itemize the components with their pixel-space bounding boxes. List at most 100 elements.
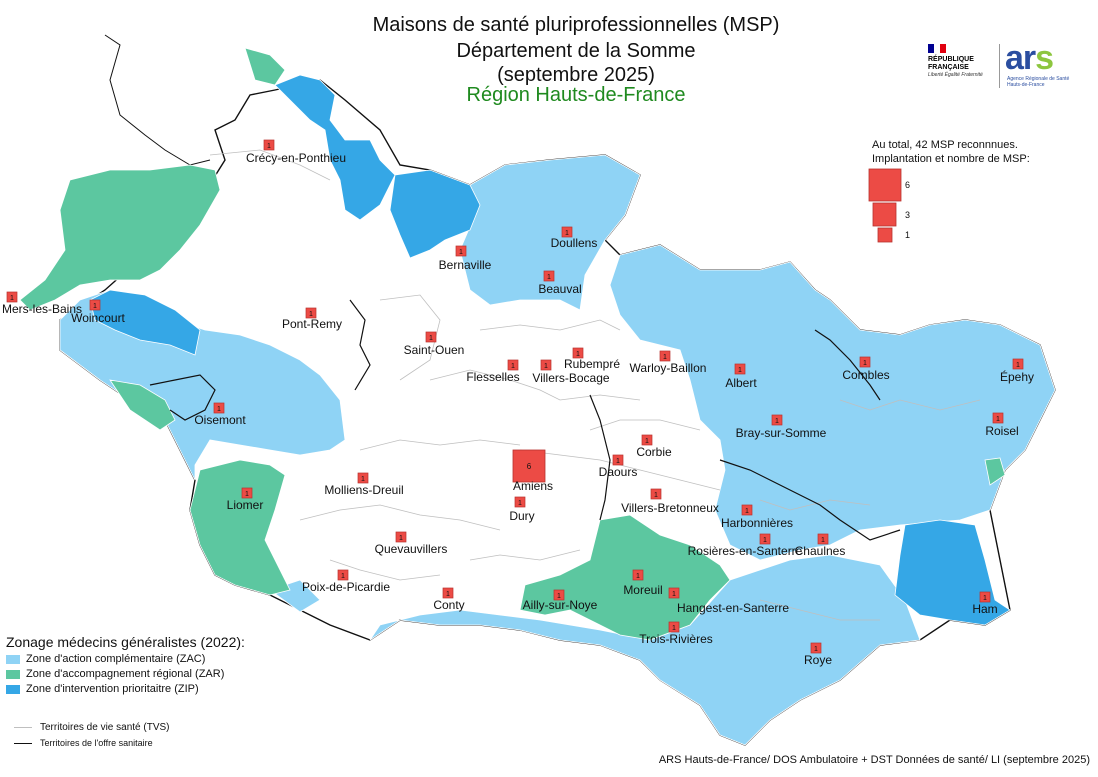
zar-zones [19,47,1006,641]
map-title-line3: (septembre 2025) [497,64,655,86]
msp-count: 1 [93,303,97,310]
zip-label: Zone d'intervention prioritaitre (ZIP) [26,683,199,695]
msp-site: 1 Villers-Bretonneux [621,488,719,515]
msp-count: 1 [547,274,551,281]
msp-count: 1 [267,143,271,150]
legend-size-6: 6 [905,180,910,190]
rf-logo-text: RÉPUBLIQUE FRANÇAISE [928,56,974,71]
tos-borders [149,299,901,541]
msp-count: 1 [616,458,620,465]
rf-logo-motto: Liberté Égalité Fraternité [928,72,983,78]
msp-label: Beauval [538,282,581,296]
map-title-line1: Maisons de santé pluriprofessionnelles (… [372,14,780,36]
msp-count: 1 [217,406,221,413]
msp-count: 1 [863,360,867,367]
msp-label: Dury [509,509,534,523]
msp-count: 1 [636,573,640,580]
zone-legend: Zonage médecins généralistes (2022): Zon… [6,634,245,695]
msp-size-legend: 6 3 1 [868,168,910,243]
msp-label: Pont-Remy [282,317,342,331]
msp-label: Roisel [985,424,1018,438]
ars-logo-letters: ar [1005,39,1036,77]
msp-count: 1 [309,311,313,318]
msp-count: 1 [341,573,345,580]
msp-label: Amiens [513,479,553,493]
ars-logo-subtitle: Agence Régionale de Santé Hauts-de-Franc… [1007,76,1070,88]
msp-count: 1 [672,591,676,598]
msp-site: 1 Moreuil [623,569,663,597]
msp-count: 1 [654,492,658,499]
msp-label: Oisemont [194,413,246,427]
msp-count: 1 [544,363,548,370]
msp-count: 1 [459,249,463,256]
zone-legend-zac: Zone d'action complémentaire (ZAC) [6,653,245,665]
source-credit: ARS Hauts-de-France/ DOS Ambulatoire + D… [658,754,1090,766]
msp-count: 1 [763,537,767,544]
msp-label: Bray-sur-Somme [736,426,827,440]
msp-label: Ham [972,602,997,616]
msp-label: Crécy-en-Ponthieu [246,151,346,165]
msp-label: Villers-Bocage [532,371,609,385]
msp-label: Doullens [551,236,598,250]
msp-label: Woincourt [71,311,125,325]
msp-count: 1 [821,537,825,544]
msp-label: Quevauvillers [375,542,448,556]
msp-label: Roye [804,653,832,667]
msp-label: Ailly-sur-Noye [523,598,598,612]
msp-label: Poix-de-Picardie [302,580,390,594]
msp-count: 1 [814,646,818,653]
msp-label: Corbie [636,445,672,459]
msp-label: Épehy [1000,369,1034,384]
msp-label: Rubempré [564,357,620,371]
msp-count: 1 [446,591,450,598]
msp-label: Conty [433,598,464,612]
msp-legend-total: Au total, 42 MSP reconnnues. [872,139,1018,151]
msp-label: Harbonnières [721,516,793,530]
tvs-legend-row: Territoires de vie santé (TVS) [14,722,170,733]
tos-legend-row: Territoires de l'offre sanitaire [14,738,170,748]
zone-legend-title: Zonage médecins généralistes (2022): [6,634,245,650]
tos-line-swatch [14,742,32,744]
msp-label: Liomer [227,498,264,512]
msp-site: 1 Albert [725,363,757,390]
msp-site: 1 Dury [509,496,535,523]
msp-count: 1 [645,438,649,445]
french-flag-icon [928,44,946,53]
msp-label: Villers-Bretonneux [621,501,719,515]
msp-label: Hangest-en-Santerre [677,601,789,615]
map-title-line2: Département de la Somme [456,40,696,62]
msp-count: 1 [745,508,749,515]
msp-label: Bernaville [439,258,492,272]
msp-legend-caption: Implantation et nombre de MSP: [872,153,1030,165]
msp-count: 1 [983,595,987,602]
msp-count: 1 [1016,362,1020,369]
zone-legend-zar: Zone d'accompagnement régional (ZAR) [6,668,245,680]
ars-logo-s: s [1035,39,1054,77]
